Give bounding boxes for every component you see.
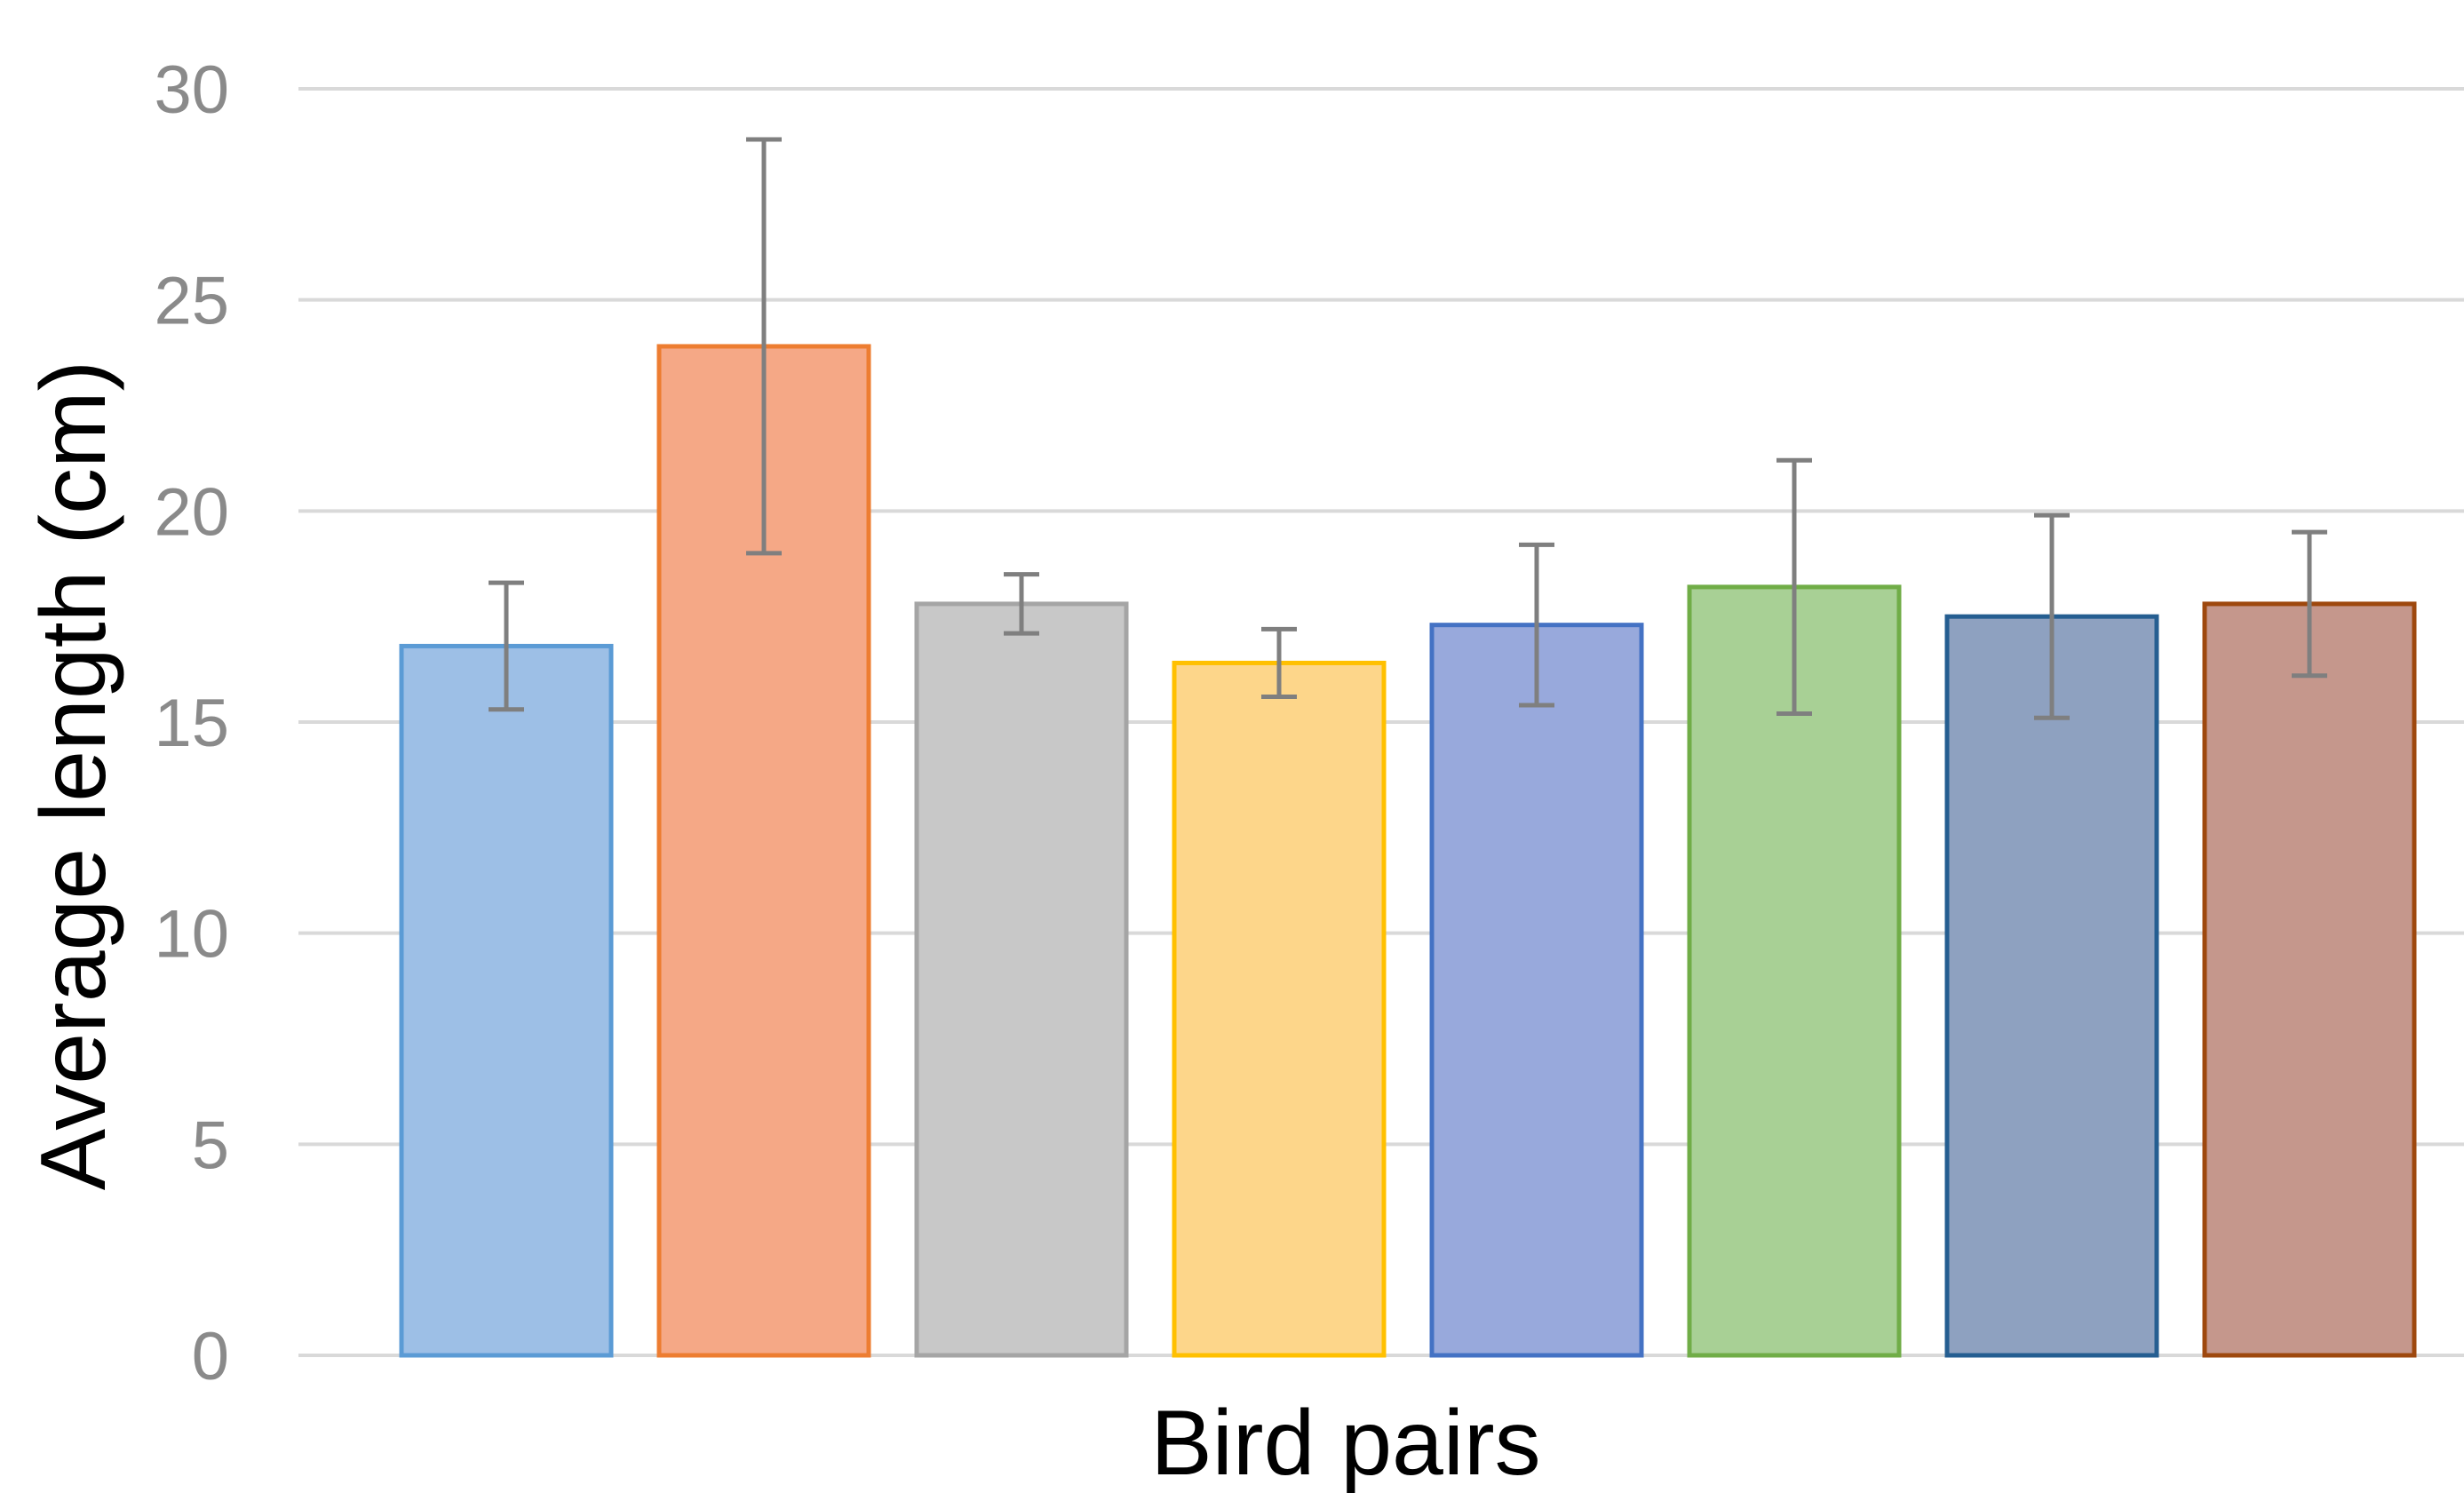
y-tick-label: 30 [154,52,229,128]
y-tick-label: 20 [154,474,229,550]
bar [914,601,1129,1358]
y-axis-ticks: 0 5 10 15 20 25 30 [154,52,229,1394]
bar [1944,614,2159,1358]
bar [2202,601,2417,1358]
y-tick-label: 15 [154,686,229,761]
bar [1172,660,1387,1358]
bar [1429,623,1644,1358]
y-tick-label: 0 [192,1319,229,1394]
error-bars [489,137,2327,720]
x-axis-title: Bird pairs [1150,1392,1540,1493]
bars [399,344,2417,1358]
y-tick-label: 5 [192,1108,229,1183]
bar [399,643,614,1358]
y-axis-title: Average length (cm) [22,361,125,1191]
y-tick-label: 25 [154,264,229,339]
y-tick-label: 10 [154,897,229,973]
